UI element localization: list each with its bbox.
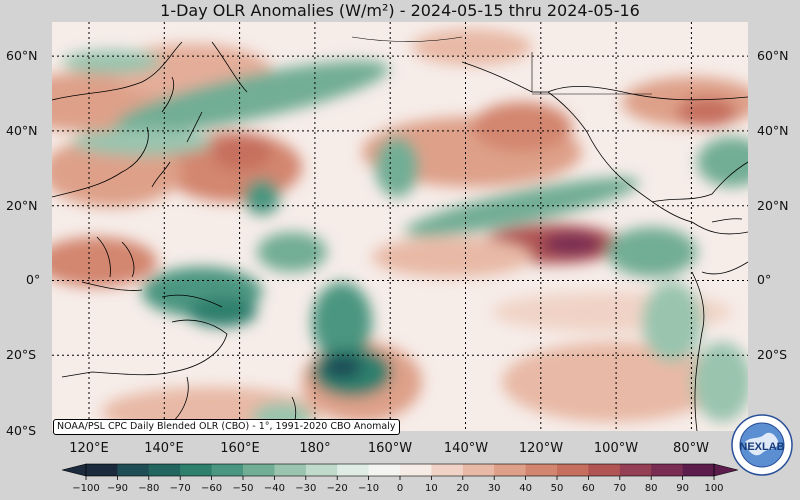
data-source-note: NOAA/PSL CPC Daily Blended OLR (CBO) - 1…	[53, 419, 400, 435]
lat-label-left: 20°N	[6, 198, 38, 213]
colorbar-segment	[525, 464, 558, 476]
colorbar-segment	[682, 464, 715, 476]
colorbar-segment	[557, 464, 589, 476]
colorbar-tick-label: 0	[396, 483, 404, 494]
lat-label-left: 20°S	[6, 347, 37, 362]
colorbar-segment	[148, 464, 181, 476]
lon-label: 80°W	[673, 441, 709, 456]
colorbar-tick-label: −100	[72, 483, 100, 494]
lat-label-right: 0°	[757, 272, 772, 287]
lat-label-left: 40°N	[6, 123, 38, 138]
colorbar-tick-label: 60	[582, 483, 595, 494]
lat-label-left: 0°	[26, 272, 41, 287]
colorbar-segment	[431, 464, 464, 476]
lon-label: 160°W	[367, 441, 413, 456]
colorbar-tick-label: 70	[613, 483, 627, 494]
colorbar-segment	[400, 464, 432, 476]
colorbar-tick-label: −20	[326, 483, 348, 494]
lon-label: 180°	[299, 441, 331, 456]
lon-label: 140°E	[144, 441, 184, 456]
colorbar-segment	[117, 464, 150, 476]
colorbar-segment	[462, 464, 495, 476]
colorbar-tick-label: −90	[106, 483, 128, 494]
colorbar-tick-label: 30	[487, 483, 501, 494]
svg-text:NEXLAB: NEXLAB	[739, 441, 784, 453]
colorbar-tick-label: −50	[232, 483, 254, 494]
colorbar-segment	[86, 464, 118, 476]
colorbar-tick-label: 80	[644, 483, 658, 494]
colorbar-tick-label: −10	[358, 483, 380, 494]
colorbar-segment	[494, 464, 527, 476]
colorbar-segment	[337, 464, 370, 476]
colorbar-tick-label: −70	[169, 483, 191, 494]
colorbar-tick-label: 100	[704, 483, 724, 494]
lat-label-right: 20°S	[757, 347, 788, 362]
colorbar-tick-label: −60	[201, 483, 223, 494]
olr-anomaly-map	[52, 22, 748, 431]
colorbar-segment	[305, 464, 338, 476]
country-borders	[351, 36, 652, 95]
colorbar-segment	[588, 464, 621, 476]
colorbar-tick-label: 90	[676, 483, 689, 494]
colorbar-segment	[651, 464, 684, 476]
colorbar-tick-label: 10	[425, 483, 438, 494]
anomaly-field	[52, 29, 748, 431]
colorbar-tick-label: −80	[138, 483, 160, 494]
colorbar-segment	[274, 464, 307, 476]
gridlines	[52, 22, 748, 431]
colorbar-segment	[180, 464, 213, 476]
map-title: 1-Day OLR Anomalies (W/m²) - 2024-05-15 …	[160, 1, 640, 20]
lat-label-right: 40°N	[757, 123, 789, 138]
colorbar-tick-label: 50	[550, 483, 564, 494]
lat-label-right: 20°N	[757, 198, 789, 213]
colorbar-segment	[243, 464, 275, 476]
colorbar-segment	[368, 464, 401, 476]
lat-label-left: 40°S	[6, 423, 37, 438]
lat-label-right: 60°N	[757, 48, 789, 63]
lon-label: 100°W	[593, 441, 639, 456]
colorbar-segment	[619, 464, 652, 476]
lon-label: 160°E	[220, 441, 260, 456]
lat-label-left: 60°N	[6, 48, 38, 63]
lon-label: 140°W	[443, 441, 489, 456]
colorbar-segment	[211, 464, 244, 476]
lon-label: 120°E	[69, 441, 109, 456]
colorbar-min-arrow	[62, 463, 87, 477]
colorbar-tick-label: 20	[456, 483, 470, 494]
colorbar-tick-label: −30	[295, 483, 317, 494]
nexlab-logo: NEXLAB	[731, 414, 793, 476]
lon-label: 120°W	[518, 441, 564, 456]
colorbar-tick-label: 40	[519, 483, 532, 494]
colorbar	[62, 463, 738, 480]
colorbar-tick-label: −40	[263, 483, 285, 494]
